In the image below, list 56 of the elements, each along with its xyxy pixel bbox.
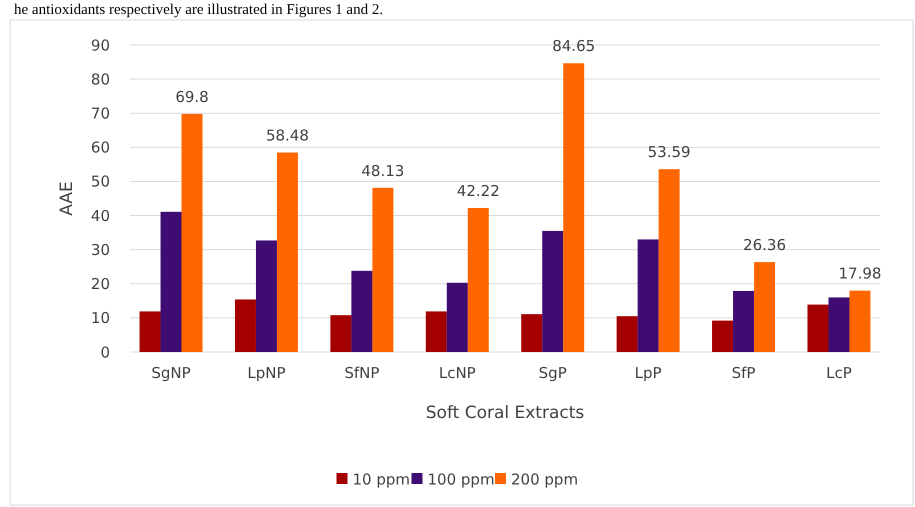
data-label: 26.36 xyxy=(743,236,786,254)
bar xyxy=(234,299,256,352)
bar xyxy=(849,290,870,352)
y-tick-label: 0 xyxy=(100,343,110,362)
x-tick-label: SfP xyxy=(732,364,756,382)
x-tick-label: LcP xyxy=(826,364,852,382)
bar xyxy=(828,297,850,352)
bar xyxy=(330,315,352,352)
bar xyxy=(658,169,680,352)
x-tick-label: LcNP xyxy=(438,364,476,382)
bar xyxy=(426,311,447,352)
y-tick-label: 50 xyxy=(90,172,110,191)
bar xyxy=(276,152,298,352)
bar xyxy=(521,314,542,352)
data-label: 48.13 xyxy=(361,162,404,180)
bar xyxy=(638,239,659,352)
legend-label: 10 ppm xyxy=(352,470,410,488)
y-tick-label: 30 xyxy=(90,240,110,259)
y-tick-label: 40 xyxy=(90,206,110,225)
y-axis-title: AAE xyxy=(57,181,77,216)
bar xyxy=(616,316,638,352)
bar xyxy=(160,212,182,352)
bar xyxy=(712,320,734,352)
y-tick-label: 70 xyxy=(90,104,110,122)
data-label: 69.8 xyxy=(175,88,209,106)
data-label: 84.65 xyxy=(552,37,596,56)
y-tick-label: 90 xyxy=(90,36,110,54)
bar xyxy=(563,63,584,352)
x-tick-label: SgNP xyxy=(151,364,191,382)
bar xyxy=(351,270,372,352)
x-tick-label: SgP xyxy=(538,364,567,382)
bar xyxy=(468,208,489,352)
bar xyxy=(542,230,564,352)
legend-label: 200 ppm xyxy=(511,470,578,488)
y-tick-label: 10 xyxy=(90,309,110,328)
data-label: 42.22 xyxy=(456,182,500,200)
y-tick-label: 20 xyxy=(90,275,110,294)
y-tick-label: 60 xyxy=(90,138,110,157)
bar xyxy=(140,311,161,352)
bar xyxy=(733,290,754,352)
legend-label: 100 ppm xyxy=(428,470,495,488)
x-tick-label: LpP xyxy=(634,364,662,382)
x-tick-label: SfNP xyxy=(344,364,380,382)
data-label: 53.59 xyxy=(648,143,691,162)
x-tick-label: LpNP xyxy=(247,364,286,382)
data-label: 17.98 xyxy=(838,264,882,283)
x-axis-title: Soft Coral Extracts xyxy=(426,403,584,423)
bar xyxy=(807,304,828,352)
bar xyxy=(754,262,776,352)
y-tick-label: 80 xyxy=(90,70,110,88)
text: he antioxidants respectively are illustrated in Figures 1 and 2. xyxy=(14,2,384,18)
bar xyxy=(372,188,394,352)
bar xyxy=(182,114,203,352)
bar xyxy=(256,240,277,352)
data-label: 58.48 xyxy=(266,126,309,145)
bar xyxy=(446,282,468,352)
